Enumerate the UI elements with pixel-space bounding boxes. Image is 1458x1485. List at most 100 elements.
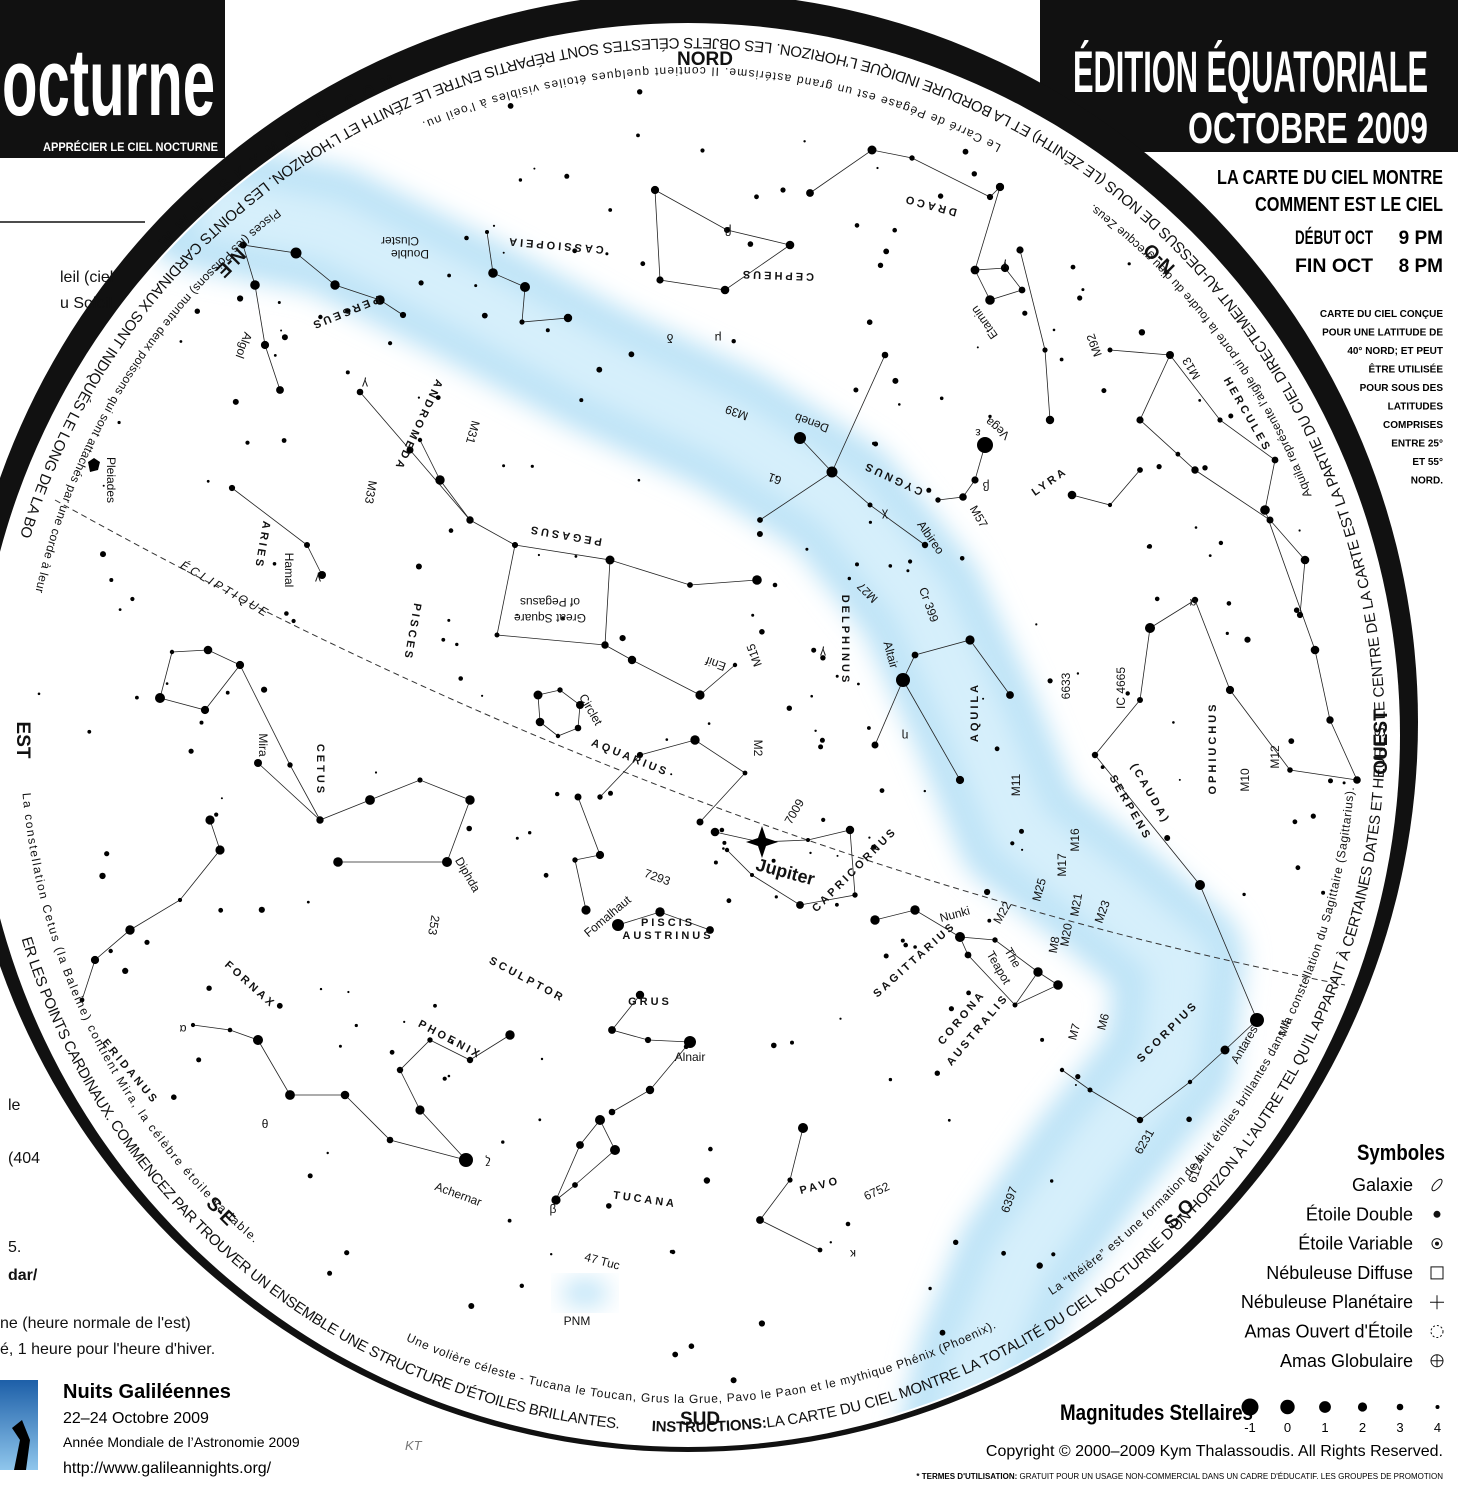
star <box>318 571 326 579</box>
star <box>926 487 932 493</box>
star <box>1166 351 1174 359</box>
label: M12 <box>1268 745 1282 769</box>
milky-way-core <box>194 175 1210 1445</box>
constellation-line <box>81 819 221 1001</box>
magnitude-dot <box>1241 1398 1259 1416</box>
bright-star <box>442 857 452 867</box>
star <box>494 632 500 638</box>
star <box>1036 1262 1043 1269</box>
star <box>852 892 858 898</box>
label: M7 <box>1065 1022 1083 1042</box>
star <box>37 692 41 696</box>
star <box>505 1030 515 1040</box>
star <box>1326 716 1334 724</box>
star <box>563 313 573 323</box>
star <box>564 173 570 179</box>
latitude-note: ENTRE 25° <box>1391 439 1443 450</box>
label: δ <box>666 331 673 345</box>
star <box>803 140 806 143</box>
star <box>1202 465 1208 471</box>
label: γ <box>820 646 826 660</box>
star <box>273 354 277 357</box>
star <box>1010 841 1015 846</box>
star <box>1321 890 1326 895</box>
star <box>512 542 518 548</box>
star <box>724 847 730 853</box>
star <box>1296 611 1304 619</box>
constellation-line <box>759 1127 821 1251</box>
star <box>928 1286 932 1291</box>
star <box>386 1136 394 1144</box>
magnitude-label: 4 <box>1434 1420 1441 1435</box>
star <box>417 777 423 783</box>
star <box>1178 778 1181 781</box>
star <box>550 1253 553 1256</box>
label: 61 <box>766 470 784 488</box>
star <box>906 569 910 573</box>
star <box>637 478 641 482</box>
month: OCTOBRE 2009 <box>1188 104 1428 153</box>
label: Alnair <box>675 1050 706 1064</box>
star <box>742 770 748 776</box>
star <box>1076 672 1080 675</box>
star <box>1198 399 1202 402</box>
star <box>1136 416 1144 424</box>
star <box>79 997 85 1003</box>
star <box>883 953 889 959</box>
star <box>947 1118 951 1122</box>
star <box>868 836 871 839</box>
bright-star <box>794 432 806 444</box>
label: CEPHEUS <box>740 268 815 283</box>
star <box>1175 451 1181 457</box>
star <box>1191 466 1199 474</box>
star <box>877 262 884 268</box>
star <box>485 230 489 234</box>
label: M25 <box>1029 876 1049 902</box>
star <box>1228 413 1234 419</box>
star <box>758 1320 766 1327</box>
star <box>345 308 351 314</box>
star <box>847 576 851 581</box>
left-fragment: ne (heure normale de l'est) <box>0 1315 191 1332</box>
star <box>690 735 700 745</box>
star <box>435 475 445 485</box>
star <box>1220 1045 1230 1055</box>
star <box>1353 776 1361 784</box>
legend-label: Nébuleuse Diffuse <box>1266 1263 1413 1283</box>
constellation-line <box>611 994 691 1043</box>
star <box>845 825 855 835</box>
star <box>538 1118 542 1122</box>
star <box>1226 601 1232 606</box>
star <box>466 825 473 832</box>
latitude-note: COMPRISES <box>1383 420 1443 431</box>
constellation-line <box>1109 349 1358 781</box>
signature: KT <box>405 1438 423 1453</box>
star <box>756 1216 764 1224</box>
star <box>260 340 270 350</box>
star <box>988 414 992 419</box>
label: μ <box>714 331 721 345</box>
star <box>881 351 889 359</box>
star <box>1225 631 1229 636</box>
bright-star <box>1145 623 1155 633</box>
label: γ <box>1002 259 1008 273</box>
star <box>811 647 817 653</box>
star <box>628 351 635 358</box>
star <box>374 771 378 774</box>
star <box>572 857 578 863</box>
magnitude-label: 3 <box>1396 1420 1403 1435</box>
star <box>608 208 613 212</box>
star <box>992 937 998 943</box>
left-fragment: leil (ciel <box>60 269 113 286</box>
star <box>1016 246 1024 254</box>
star <box>1310 645 1320 655</box>
star <box>1019 828 1024 834</box>
bright-star <box>896 673 910 687</box>
star <box>720 285 730 295</box>
star <box>747 241 754 247</box>
label: γ <box>315 572 321 586</box>
label: M31 <box>463 419 483 445</box>
star <box>750 873 754 877</box>
star <box>1053 980 1063 990</box>
latitude-note: ET 55° <box>1412 457 1443 468</box>
